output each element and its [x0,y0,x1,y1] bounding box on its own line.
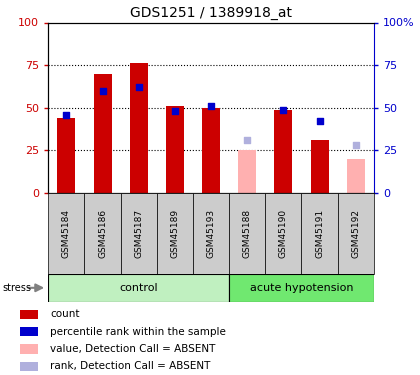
Bar [238,150,256,193]
Text: GSM45184: GSM45184 [62,209,71,258]
Title: GDS1251 / 1389918_at: GDS1251 / 1389918_at [130,6,292,20]
Text: GSM45188: GSM45188 [243,209,252,258]
Bar [48,274,229,302]
Bar [21,309,38,319]
Point [352,142,359,148]
Point [244,137,251,143]
Bar [193,193,229,274]
Point [208,103,215,109]
Point [171,108,178,114]
Text: percentile rank within the sample: percentile rank within the sample [50,327,226,337]
Text: stress: stress [2,283,31,293]
Bar [94,74,112,193]
Text: GSM45191: GSM45191 [315,209,324,258]
Bar [310,140,328,193]
Bar [302,193,338,274]
Point [280,106,287,112]
Bar [338,193,374,274]
Text: control: control [119,283,158,293]
Bar [84,193,121,274]
Text: GSM45189: GSM45189 [171,209,179,258]
Bar [346,159,365,193]
Point [135,84,142,90]
Text: GSM45192: GSM45192 [351,209,360,258]
Bar [229,193,265,274]
Point [63,112,70,118]
Text: GSM45186: GSM45186 [98,209,107,258]
Bar [130,63,148,193]
Text: GSM45193: GSM45193 [207,209,215,258]
Bar [202,108,220,193]
Bar [21,362,38,371]
Bar [58,118,76,193]
Text: acute hypotension: acute hypotension [250,283,353,293]
Text: GSM45187: GSM45187 [134,209,143,258]
Point [316,118,323,124]
Bar [121,193,157,274]
Text: value, Detection Call = ABSENT: value, Detection Call = ABSENT [50,344,215,354]
Bar [157,193,193,274]
Bar [274,110,292,193]
Text: rank, Detection Call = ABSENT: rank, Detection Call = ABSENT [50,362,210,371]
Point [99,88,106,94]
Bar [265,193,302,274]
Bar [21,344,38,354]
Bar [166,106,184,193]
Bar [21,327,38,336]
Bar [229,274,374,302]
Bar [48,193,84,274]
Text: GSM45190: GSM45190 [279,209,288,258]
Text: count: count [50,309,80,319]
